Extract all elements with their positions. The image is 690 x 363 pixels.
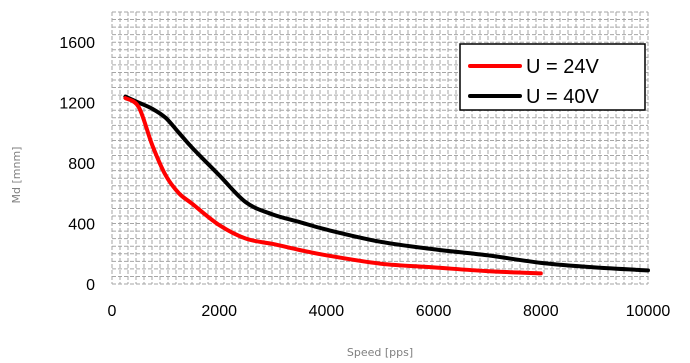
x-tick-label: 0 bbox=[108, 303, 117, 320]
y-tick-label: 800 bbox=[68, 156, 95, 173]
x-tick-label: 10000 bbox=[626, 303, 671, 320]
y-tick-label: 1200 bbox=[59, 96, 95, 113]
legend-label: U = 24V bbox=[526, 56, 599, 78]
y-tick-label: 1600 bbox=[59, 35, 95, 52]
y-tick-labels: 0 400 800 1200 1600 bbox=[59, 35, 95, 294]
series-line-u24v bbox=[123, 96, 543, 276]
x-tick-label: 8000 bbox=[523, 303, 559, 320]
chart-series bbox=[123, 94, 650, 276]
x-tick-label: 2000 bbox=[201, 303, 237, 320]
series-line-u40v bbox=[123, 94, 650, 273]
y-tick-label: 0 bbox=[86, 277, 95, 294]
x-axis-title: Speed [pps] bbox=[347, 346, 413, 359]
x-tick-label: 4000 bbox=[309, 303, 345, 320]
x-tick-labels: 0 2000 4000 6000 8000 10000 bbox=[108, 303, 671, 320]
y-tick-label: 400 bbox=[68, 217, 95, 234]
x-tick-label: 6000 bbox=[416, 303, 452, 320]
legend: U = 24V U = 40V bbox=[459, 43, 646, 111]
y-axis-title: Md [mnm] bbox=[10, 147, 23, 204]
legend-label: U = 40V bbox=[526, 86, 599, 108]
legend-box bbox=[459, 43, 646, 111]
